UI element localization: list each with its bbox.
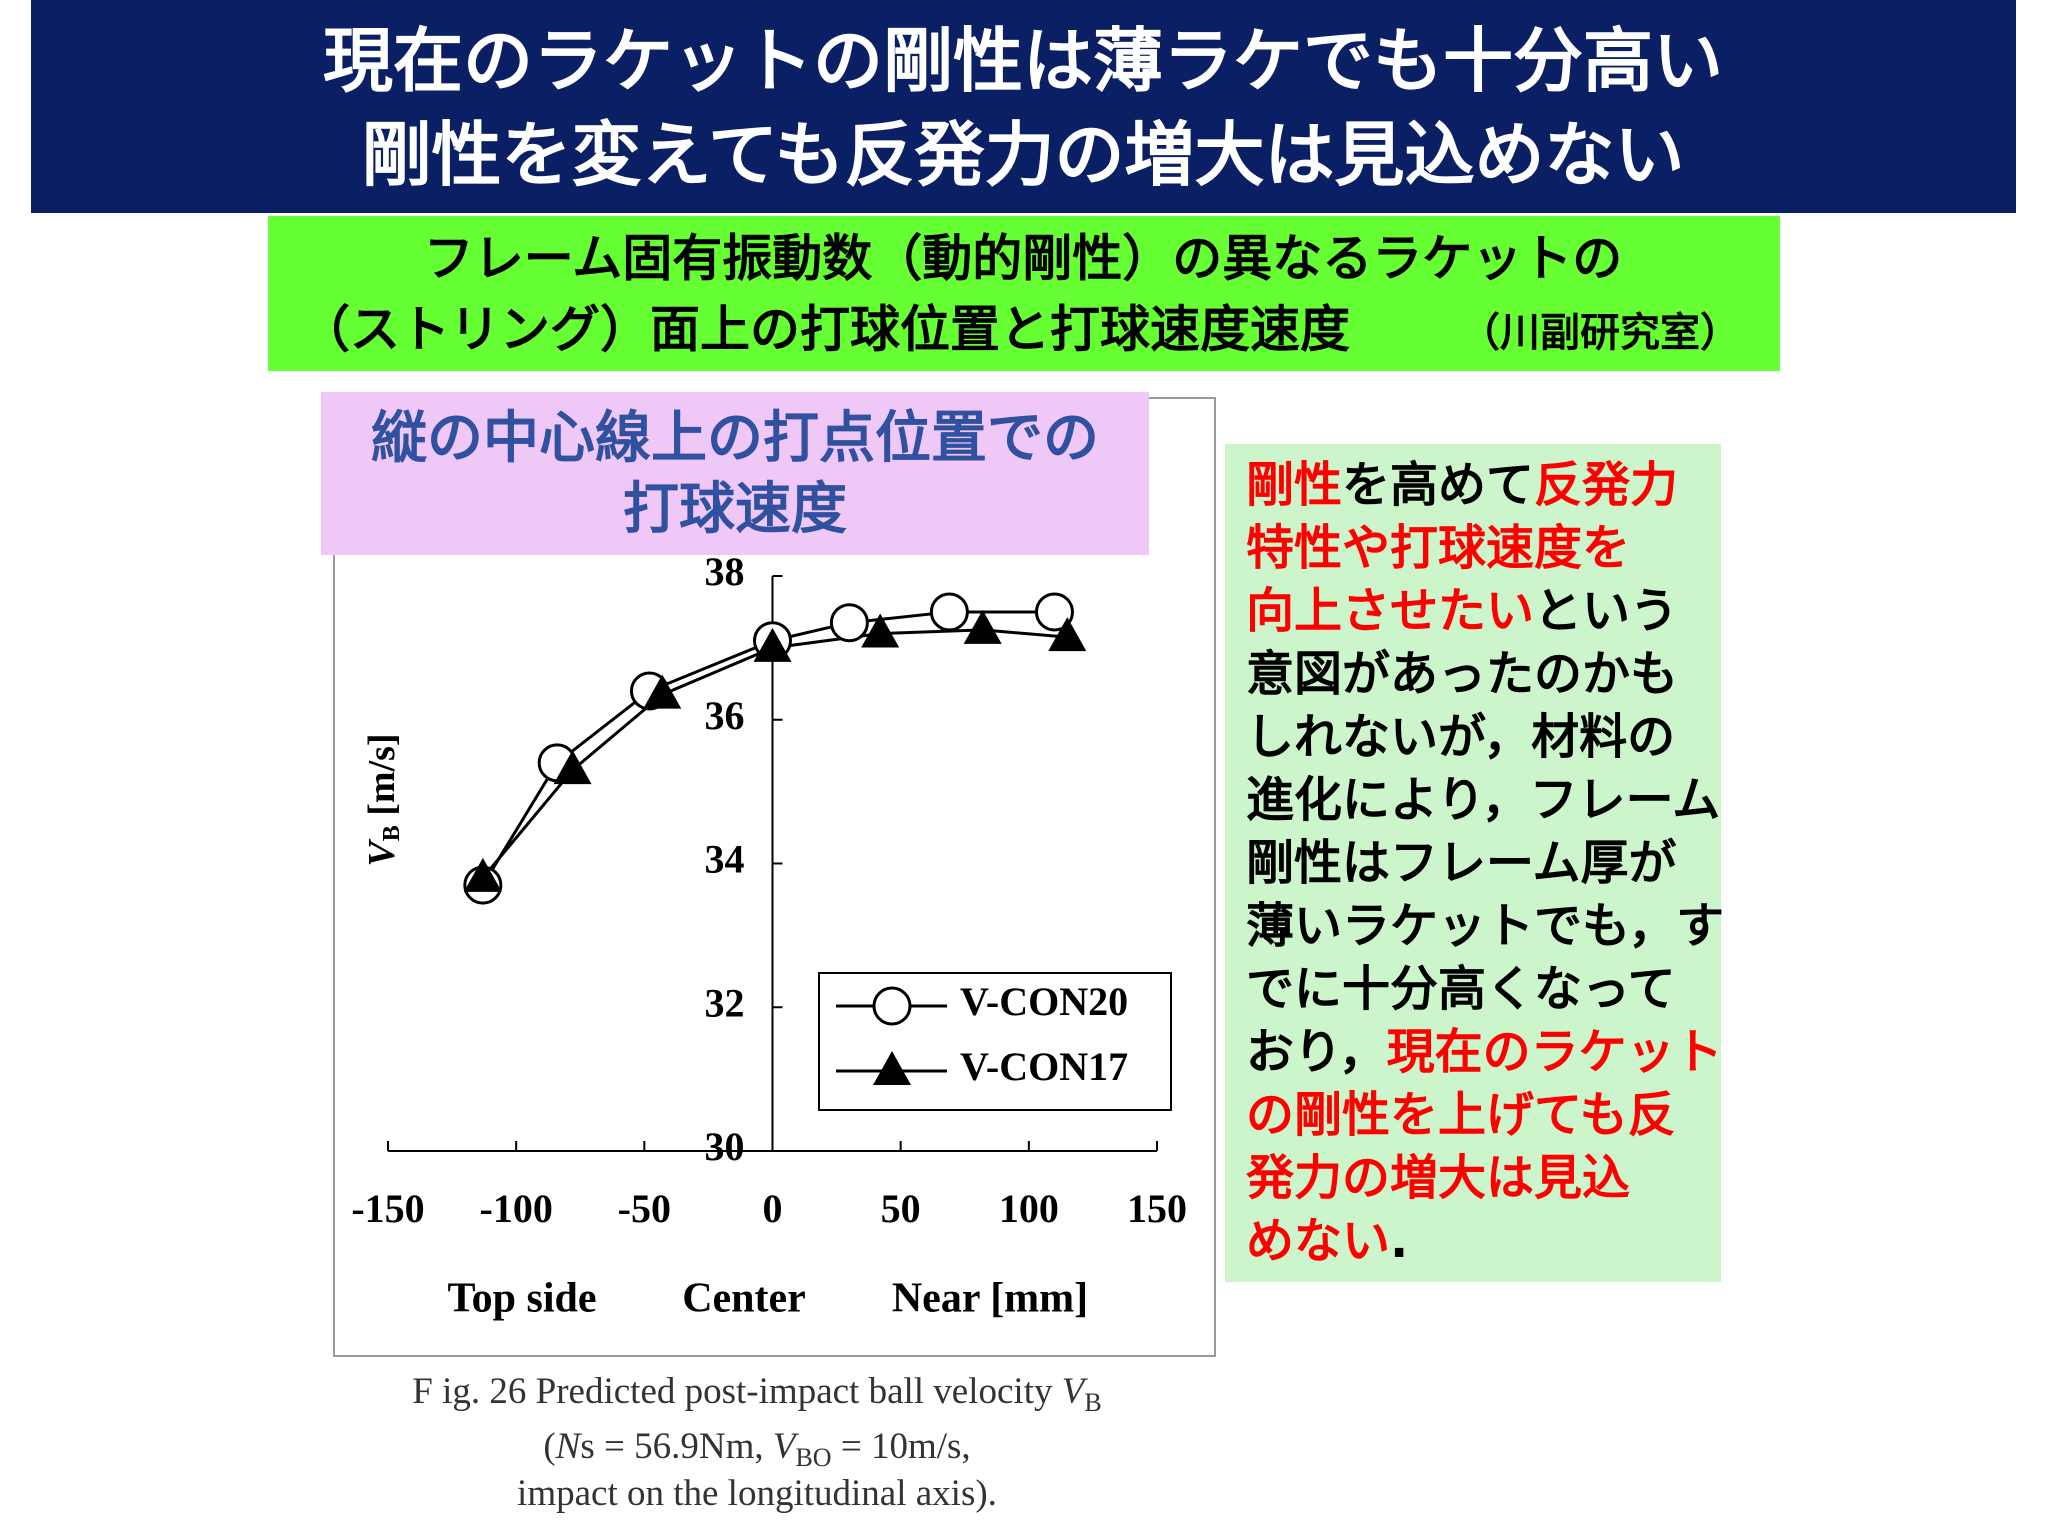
x-axis-label: Top side bbox=[447, 1276, 596, 1322]
plot: -150 -100 -50 0 50 100 150 30 32 34 36 38 V-CON20 V-C… bbox=[351, 549, 1187, 1231]
note-line: 向上させたいという bbox=[1246, 583, 1678, 639]
y-axis-label: VB [m/s] bbox=[361, 733, 405, 866]
note-segment: 反発力 bbox=[1534, 457, 1678, 513]
chart-title: 縦の中心線上の打点位置での bbox=[371, 406, 1099, 471]
note-segment: という bbox=[1534, 583, 1678, 639]
subtitle: （ストリング）面上の打球位置と打球速度速度 bbox=[300, 301, 1350, 359]
caption-text: impact on the longitudinal axis). bbox=[517, 1473, 997, 1514]
note-segment: 向上させたい bbox=[1246, 583, 1534, 639]
x-tick-label: 150 bbox=[1127, 1186, 1187, 1231]
note-line: 剛性を高めて反発力 bbox=[1246, 457, 1678, 513]
note-line: 薄いラケットでも，す bbox=[1246, 898, 1724, 954]
marker-triangle bbox=[1048, 617, 1087, 652]
x-tick-label: 100 bbox=[999, 1186, 1059, 1231]
y-label-symbol: V bbox=[361, 839, 403, 867]
note-line: めない. bbox=[1246, 1213, 1408, 1269]
caption-text: ( bbox=[543, 1426, 555, 1467]
caption: (Ns = 56.9Nm, VBO = 10m/s, bbox=[543, 1426, 970, 1472]
y-label-unit: [m/s] bbox=[361, 733, 403, 825]
x-tick-label: -50 bbox=[618, 1186, 671, 1231]
y-tick-label: 32 bbox=[705, 980, 745, 1025]
subtitle-source: （川副研究室） bbox=[1460, 310, 1740, 356]
y-tick-label: 30 bbox=[705, 1124, 745, 1169]
title-bar bbox=[31, 0, 2016, 213]
subtitle-band bbox=[268, 216, 1780, 371]
note-segment: 発力の増大は見込 bbox=[1246, 1150, 1630, 1206]
note-segment: . bbox=[1390, 1213, 1408, 1269]
caption-symbol: V bbox=[773, 1426, 800, 1467]
chart-title: 打球速度 bbox=[623, 477, 847, 542]
note-segment: を高めて bbox=[1342, 457, 1534, 513]
caption-sub: B bbox=[1084, 1388, 1101, 1417]
note-segment: 現在のラケット bbox=[1387, 1024, 1723, 1080]
title: 剛性を変えても反発力の増大は見込めない bbox=[362, 114, 1685, 196]
x-axis-label: Center bbox=[682, 1276, 806, 1322]
x-tick-label: 50 bbox=[881, 1186, 921, 1231]
marker-triangle bbox=[861, 613, 900, 648]
note-line: しれないが，材料の bbox=[1246, 709, 1675, 765]
y-tick-label: 36 bbox=[705, 693, 745, 738]
note-segment: しれないが，材料の bbox=[1246, 709, 1675, 765]
y-tick-label: 34 bbox=[705, 837, 745, 882]
note-line: 意図があったのかも bbox=[1246, 646, 1678, 702]
note-line: の剛性を上げても反 bbox=[1246, 1087, 1676, 1143]
caption-text: s = 56.9Nm, bbox=[580, 1426, 773, 1467]
note-segment: 剛性 bbox=[1246, 457, 1342, 513]
caption-symbol: V bbox=[1062, 1371, 1089, 1412]
legend-label: V-CON17 bbox=[960, 1044, 1128, 1089]
y-tick-label: 38 bbox=[705, 549, 745, 594]
caption: F ig. 26 Predicted post-impact ball velo… bbox=[412, 1371, 1101, 1417]
marker-circle bbox=[929, 592, 969, 632]
note-segment: めない bbox=[1246, 1213, 1390, 1269]
title: 現在のラケットの剛性は薄ラケでも十分高い bbox=[323, 20, 1723, 102]
subtitle: フレーム固有振動数（動的剛性）の異なるラケットの bbox=[424, 230, 1623, 288]
marker-circle bbox=[1034, 592, 1074, 632]
y-label-sub: B bbox=[379, 825, 405, 841]
note-segment: 進化により，フレーム bbox=[1246, 772, 1720, 828]
caption-text: = 10m/s, bbox=[832, 1426, 971, 1467]
marker-circle bbox=[872, 986, 912, 1026]
chart-title-box bbox=[321, 392, 1149, 555]
marker-triangle bbox=[643, 674, 682, 709]
legend-label: V-CON20 bbox=[960, 979, 1128, 1024]
x-tick-label: -100 bbox=[480, 1186, 553, 1231]
note-line: 特性や打球速度を bbox=[1246, 520, 1630, 576]
note-line: おり，現在のラケット bbox=[1246, 1024, 1723, 1080]
marker-triangle bbox=[873, 1051, 911, 1085]
note-segment: でに十分高くなって bbox=[1246, 961, 1676, 1017]
caption: impact on the longitudinal axis). bbox=[517, 1473, 997, 1514]
caption-symbol: N bbox=[555, 1426, 583, 1467]
note-segment: 意図があったのかも bbox=[1246, 646, 1678, 702]
caption-sub: BO bbox=[795, 1443, 831, 1472]
marker-triangle bbox=[553, 750, 592, 785]
marker-circle bbox=[829, 603, 869, 643]
marker-triangle bbox=[963, 609, 1002, 644]
note-line: 進化により，フレーム bbox=[1246, 772, 1720, 828]
marker-triangle bbox=[753, 627, 792, 662]
note-segment: おり， bbox=[1246, 1024, 1387, 1080]
marker-triangle bbox=[463, 857, 502, 892]
x-tick-label: -150 bbox=[351, 1186, 424, 1231]
note-segment: 薄いラケットでも，す bbox=[1246, 898, 1724, 954]
x-axis-label: Near [mm] bbox=[892, 1276, 1088, 1322]
note-line: でに十分高くなって bbox=[1246, 961, 1676, 1017]
note-box bbox=[1225, 444, 1721, 1282]
note-segment: の剛性を上げても反 bbox=[1246, 1087, 1676, 1143]
x-tick-label: 0 bbox=[763, 1186, 783, 1231]
note-line: 発力の増大は見込 bbox=[1246, 1150, 1630, 1206]
note-segment: 剛性はフレーム厚が bbox=[1246, 835, 1677, 891]
note-line: 剛性はフレーム厚が bbox=[1246, 835, 1677, 891]
caption-text: F ig. 26 Predicted post-impact ball velo… bbox=[412, 1371, 1061, 1412]
note-segment: 特性や打球速度を bbox=[1246, 520, 1630, 576]
note: 剛性を高めて反発力特性や打球速度を向上させたいという意図があったのかもしれないが… bbox=[1246, 457, 1724, 1269]
